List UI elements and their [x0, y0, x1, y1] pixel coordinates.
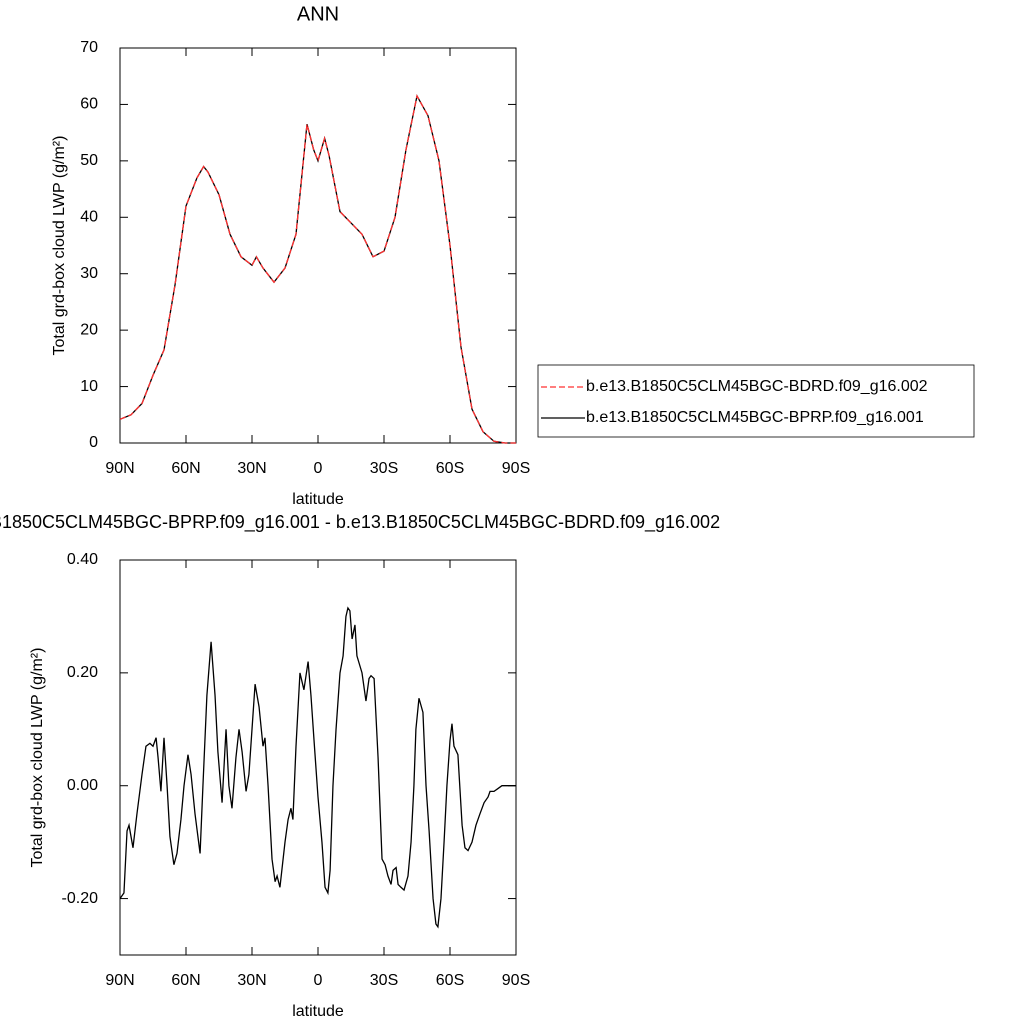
y-tick-label: 50 [80, 152, 98, 169]
y-axis-label: Total grd-box cloud LWP (g/m²) [29, 648, 46, 868]
y-tick-label: 70 [80, 39, 98, 56]
chart-title: ANN [297, 3, 339, 25]
data-line [119, 94, 516, 444]
y-tick-label: 10 [80, 378, 98, 395]
x-tick-label: 60S [436, 460, 464, 477]
y-tick-label: 30 [80, 265, 98, 282]
y-tick-label: 0.00 [67, 777, 98, 794]
y-tick-label: 60 [80, 96, 98, 113]
legend-label: b.e13.B1850C5CLM45BGC-BDRD.f09_g16.002 [586, 378, 928, 395]
chart: b.e13.B1850C5CLM45BGC-BPRP.f09_g16.001 -… [0, 512, 720, 1020]
y-tick-label: 20 [80, 321, 98, 338]
x-axis-label: latitude [292, 1003, 344, 1020]
x-tick-label: 60S [436, 972, 464, 989]
x-tick-label: 90N [105, 972, 134, 989]
x-tick-label: 90S [502, 460, 530, 477]
x-axis-label: latitude [292, 491, 344, 508]
legend-box [537, 364, 975, 438]
x-tick-label: 30N [237, 460, 266, 477]
x-tick-label: 30N [237, 972, 266, 989]
data-line [119, 94, 516, 444]
y-tick-label: 0.40 [67, 551, 98, 568]
x-tick-label: 60N [171, 972, 200, 989]
y-axis-label: Total grd-box cloud LWP (g/m²) [51, 136, 68, 356]
x-tick-label: 30S [370, 972, 398, 989]
data-line [119, 606, 516, 929]
x-tick-label: 90N [105, 460, 134, 477]
x-tick-label: 30S [370, 460, 398, 477]
y-tick-label: -0.20 [62, 890, 99, 907]
plot-frame [119, 47, 517, 444]
chart: ANN 0 10 20 30 40 50 60 70 90N 60N 30N 0 30S 60S 90S lat… [51, 3, 975, 508]
x-tick-label: 0 [314, 972, 323, 989]
y-tick-label: 40 [80, 209, 98, 226]
y-tick-label: 0.20 [67, 664, 98, 681]
legend-label: b.e13.B1850C5CLM45BGC-BPRP.f09_g16.001 [586, 409, 924, 426]
y-tick-label: 0 [89, 434, 98, 451]
chart-title: b.e13.B1850C5CLM45BGC-BPRP.f09_g16.001 -… [0, 512, 720, 533]
plot-frame [119, 559, 517, 956]
x-tick-label: 60N [171, 460, 200, 477]
x-tick-label: 0 [314, 460, 323, 477]
x-tick-label: 90S [502, 972, 530, 989]
